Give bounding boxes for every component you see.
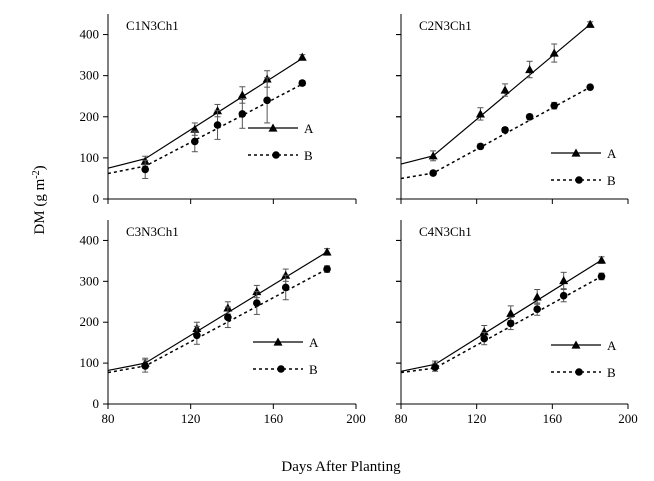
legend-A-label: A <box>607 338 617 353</box>
y-axis-title-close: ) <box>32 165 48 170</box>
series-B-point <box>533 305 541 313</box>
y-tick-label: 200 <box>80 109 100 124</box>
series-B-point <box>429 169 437 177</box>
y-tick-label: 400 <box>80 27 100 42</box>
series-B-point <box>141 165 149 174</box>
series-A-point <box>428 151 438 160</box>
series-B-point <box>213 121 222 129</box>
y-tick-label: 0 <box>93 396 100 411</box>
series-B-point <box>586 83 594 91</box>
series-A-line <box>107 251 328 372</box>
x-tick-label: 160 <box>543 411 563 426</box>
legend-A-label: A <box>304 121 314 136</box>
panel-title: C3N3Ch1 <box>126 224 179 239</box>
panel-1: 0 100 200 300 400 C1N3Ch1 AB <box>80 14 357 206</box>
series-B-point <box>191 137 199 146</box>
legend-A-marker <box>571 340 581 349</box>
series-B-point <box>431 363 439 372</box>
series-B-point <box>238 110 247 118</box>
series-B-point <box>480 334 489 343</box>
series-A-point <box>237 90 247 99</box>
series-B-point <box>559 291 568 300</box>
series-B-line <box>107 268 328 374</box>
y-tick-label: 0 <box>93 191 100 206</box>
series-B-point <box>281 283 290 292</box>
series-A-line <box>400 259 602 372</box>
series-B-point <box>323 265 331 273</box>
series-B-point <box>193 331 201 340</box>
series-B-point <box>525 112 534 121</box>
series-A-point <box>506 308 516 317</box>
series-B-point <box>476 142 485 151</box>
legend-B-marker <box>575 176 583 184</box>
panels: 0100200300400C1N3Ch1ABC2N3Ch1AB010020030… <box>80 14 638 426</box>
x-tick-label: 120 <box>467 411 487 426</box>
series-A-point <box>559 276 569 285</box>
series-A-point <box>297 52 307 61</box>
x-tick-label: 120 <box>181 411 201 426</box>
legend-B-label: B <box>304 148 313 163</box>
series-A-point <box>597 255 607 264</box>
series-A-point <box>549 48 559 57</box>
series-B-point <box>550 101 559 110</box>
series-A-point <box>475 109 485 118</box>
series-B-line <box>400 275 602 374</box>
x-axis-title: Days After Planting <box>281 459 401 475</box>
legend-B-marker <box>277 365 285 373</box>
series-B-point <box>263 96 271 105</box>
legend-B-label: B <box>309 362 318 377</box>
legend-A-marker <box>571 148 581 157</box>
series-B-line <box>400 86 591 180</box>
panel-title: C2N3Ch1 <box>419 18 472 33</box>
legend-A-marker <box>268 123 278 132</box>
series-A-point <box>500 85 510 94</box>
series-A-line <box>400 23 591 165</box>
legend-B-marker <box>272 151 280 159</box>
x-tick-label: 80 <box>102 411 115 426</box>
legend-B-label: B <box>607 173 616 188</box>
series-B-point <box>506 319 515 328</box>
panel-3: 0 100 200 300 400 80 120 160 200 C3N3Ch1 AB <box>80 220 366 426</box>
y-axis-title: DM (g m-2) <box>31 165 49 234</box>
series-A-point <box>525 65 535 74</box>
y-tick-label: 100 <box>80 150 100 165</box>
panel-4: 80 120 160 200 C4N3Ch1 AB <box>395 220 638 426</box>
legend-B-label: B <box>607 365 616 380</box>
y-axis-title-sup: -2 <box>31 170 42 178</box>
x-tick-label: 200 <box>618 411 638 426</box>
series-A-point <box>532 292 542 301</box>
y-tick-label: 300 <box>80 273 100 288</box>
series-A-point <box>585 19 595 28</box>
series-B-point <box>252 299 261 307</box>
legend-A-label: A <box>309 335 319 350</box>
series-B-point <box>597 272 606 281</box>
legend-A-label: A <box>607 146 617 161</box>
y-tick-label: 200 <box>80 314 100 329</box>
y-tick-label: 100 <box>80 355 100 370</box>
legend-B-marker <box>575 368 583 376</box>
series-A-point <box>479 327 489 336</box>
y-tick-label: 300 <box>80 68 100 83</box>
x-tick-label: 200 <box>346 411 366 426</box>
y-tick-label: 400 <box>80 232 100 247</box>
panel-title: C1N3Ch1 <box>126 18 179 33</box>
series-B-point <box>141 362 149 370</box>
panel-2: C2N3Ch1 AB <box>396 14 629 204</box>
series-B-point <box>501 126 509 134</box>
series-B-point <box>298 79 307 87</box>
series-A-point <box>322 247 332 256</box>
legend-A-marker <box>273 337 283 346</box>
x-tick-label: 80 <box>395 411 408 426</box>
x-tick-label: 160 <box>264 411 284 426</box>
panel-title: C4N3Ch1 <box>419 224 472 239</box>
y-axis-title-main: DM (g m <box>32 178 48 234</box>
series-B-point <box>224 313 232 322</box>
